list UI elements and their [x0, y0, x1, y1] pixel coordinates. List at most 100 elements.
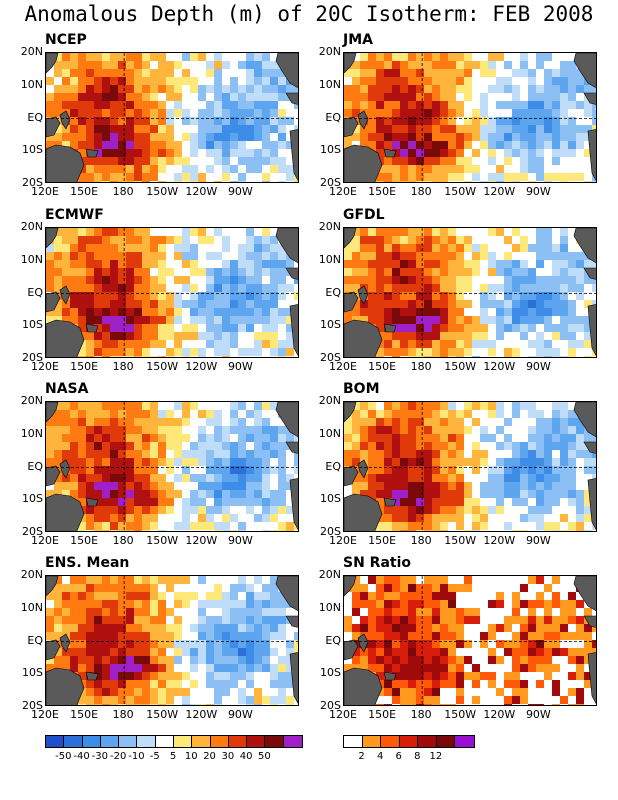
x-tick-label: 120W — [483, 708, 516, 721]
land-mass — [285, 441, 298, 454]
map-plot — [46, 228, 298, 357]
land-mass — [46, 639, 61, 661]
x-tick-label: 120E — [31, 708, 59, 721]
anomaly-colorbar-label: 50 — [258, 751, 271, 762]
anomaly-colorbar-swatch — [100, 736, 120, 747]
y-tick-label: 10S — [320, 492, 341, 506]
panel-jma: JMA 20N 10N EQ 10S 20S 120E 150E 180 150W 120W 90W — [319, 32, 597, 198]
land-mass — [46, 144, 85, 182]
figure-title: Anomalous Depth (m) of 20C Isotherm: FEB… — [24, 2, 594, 26]
y-tick-label: 10N — [318, 77, 341, 91]
map-field — [45, 227, 299, 358]
snr-colorbar-label: 4 — [376, 751, 384, 762]
y-tick-label: 20N — [20, 568, 43, 581]
x-tick-label: 150E — [368, 360, 397, 373]
land-mass — [344, 291, 359, 313]
y-tick-label: EQ — [27, 285, 43, 299]
snr-colorbar-label: 6 — [395, 751, 402, 762]
land-mass — [357, 633, 369, 653]
map-plot — [344, 228, 596, 357]
x-tick-label: 90W — [227, 360, 253, 373]
land-mass — [46, 465, 61, 487]
land-mass — [59, 633, 71, 653]
snr-colorbar-swatch — [418, 736, 437, 747]
land-mass — [383, 148, 397, 158]
anomaly-colorbar-label: 5 — [169, 751, 177, 762]
land-mass — [46, 667, 85, 705]
map-plot — [344, 402, 596, 531]
panel-title: NCEP — [45, 32, 87, 48]
y-tick-label: 10N — [318, 252, 341, 266]
land-mass — [275, 402, 298, 438]
panel-bom: BOM 20N 10N EQ 10S 20S 120E 150E 180 150W 120W 90W — [319, 381, 597, 547]
x-tick-label: 180 — [410, 708, 432, 721]
snr-colorbar-swatch — [362, 736, 382, 747]
shaded-field — [46, 576, 298, 705]
map-field — [343, 52, 597, 183]
land-mass — [383, 497, 397, 507]
land-mass — [344, 144, 383, 182]
x-tick-label: 150E — [70, 534, 99, 547]
land-mass — [583, 267, 596, 280]
map-field — [45, 401, 299, 532]
land-mass — [59, 285, 71, 305]
anomaly-colorbar-swatch — [137, 736, 156, 747]
shaded-field — [46, 402, 298, 531]
x-tick-label: 180 — [112, 534, 134, 547]
land-mass — [344, 228, 357, 249]
land-mass — [383, 323, 397, 333]
x-tick-label: 120E — [329, 185, 357, 198]
land-mass — [583, 441, 596, 454]
y-tick-label: EQ — [27, 459, 43, 473]
snr-colorbar-swatch — [344, 736, 363, 747]
y-tick-label: 20N — [20, 220, 43, 233]
x-tick-label: 150W — [444, 534, 477, 547]
snr-colorbar-swatch — [399, 736, 419, 747]
y-tick-label: 20S — [320, 699, 341, 712]
land-mass — [85, 497, 99, 507]
land-mass — [59, 459, 71, 479]
x-tick-label: 120W — [185, 708, 218, 721]
land-mass — [573, 402, 596, 438]
anomaly-colorbar-swatch — [192, 736, 211, 747]
y-tick-label: 20S — [320, 525, 341, 538]
land-mass — [587, 129, 596, 181]
anomaly-colorbar-swatch — [173, 736, 193, 747]
land-mass — [357, 110, 369, 130]
y-tick-label: EQ — [325, 110, 341, 124]
x-tick-label: 120W — [185, 534, 218, 547]
x-tick-label: 150E — [70, 360, 99, 373]
land-mass — [344, 667, 383, 705]
map-plot — [46, 402, 298, 531]
panel-nasa: NASA 20N 10N EQ 10S 20S 120E 150E 180 150W 120W 90W — [21, 381, 299, 547]
y-tick-label: 20S — [320, 351, 341, 364]
x-tick-label: 180 — [112, 708, 134, 721]
x-tick-label: 120E — [329, 708, 357, 721]
land-mass — [46, 116, 61, 138]
x-tick-label: 150W — [444, 708, 477, 721]
map-plot — [344, 576, 596, 705]
land-mass — [85, 671, 99, 681]
anomaly-colorbar-label: -5 — [149, 751, 160, 762]
panel-ncep: NCEP 20N 10N EQ 10S 20S 120E 150E 180 150W 120W 90W — [21, 32, 299, 198]
anomaly-colorbar-label: -40 — [73, 751, 90, 762]
anomaly-colorbar-label: -10 — [128, 751, 145, 762]
land-mass — [289, 304, 298, 356]
x-tick-label: 90W — [525, 708, 551, 721]
x-tick-label: 90W — [227, 534, 253, 547]
snr-colorbar-label: 12 — [429, 751, 443, 762]
y-tick-label: 20N — [20, 394, 43, 407]
land-mass — [85, 148, 99, 158]
map-field — [45, 52, 299, 183]
y-tick-label: 10S — [22, 143, 43, 157]
y-tick-label: 20N — [318, 394, 341, 407]
x-tick-label: 120W — [185, 185, 218, 198]
x-tick-label: 150E — [70, 185, 99, 198]
snr-colorbar-swatch — [381, 736, 400, 747]
land-mass — [46, 493, 85, 531]
panel-sn-ratio: SN Ratio 20N 10N EQ 10S 20S 120E 150E 180 150W 120… — [319, 555, 597, 721]
snr-colorbar-label: 2 — [358, 751, 365, 762]
x-tick-label: 150W — [444, 360, 477, 373]
land-mass — [344, 319, 383, 357]
land-mass — [289, 652, 298, 704]
